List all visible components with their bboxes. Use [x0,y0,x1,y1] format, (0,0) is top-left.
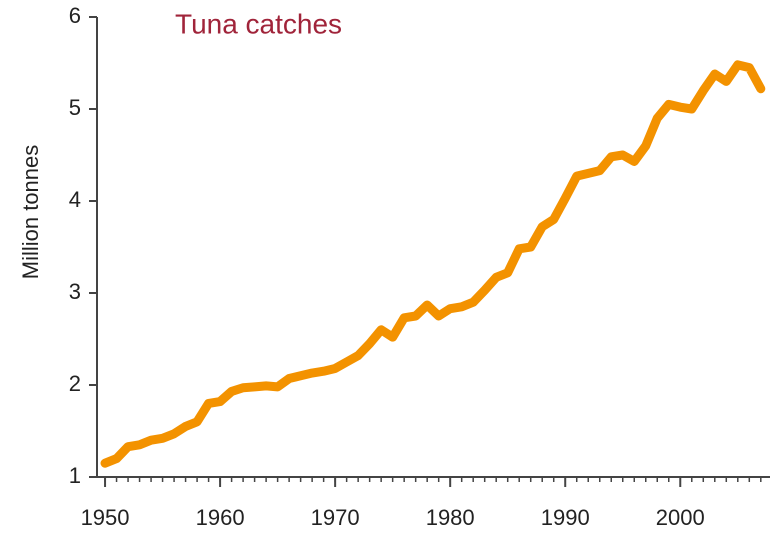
y-tick-label: 3 [69,279,81,304]
y-axis-label: Million tonnes [18,145,43,280]
y-tick-label: 6 [69,3,81,28]
x-tick-label: 1960 [196,505,245,530]
x-tick-label: 2000 [656,505,705,530]
x-tick-label: 1990 [541,505,590,530]
y-tick-label: 5 [69,95,81,120]
line-series [100,60,766,468]
chart-title: Tuna catches [175,8,342,39]
x-tick-label: 1950 [81,505,130,530]
x-tick-label: 1980 [426,505,475,530]
x-tick-label: 1970 [311,505,360,530]
y-tick-label: 2 [69,371,81,396]
y-tick-label: 1 [69,463,81,488]
y-tick-label: 4 [69,187,81,212]
